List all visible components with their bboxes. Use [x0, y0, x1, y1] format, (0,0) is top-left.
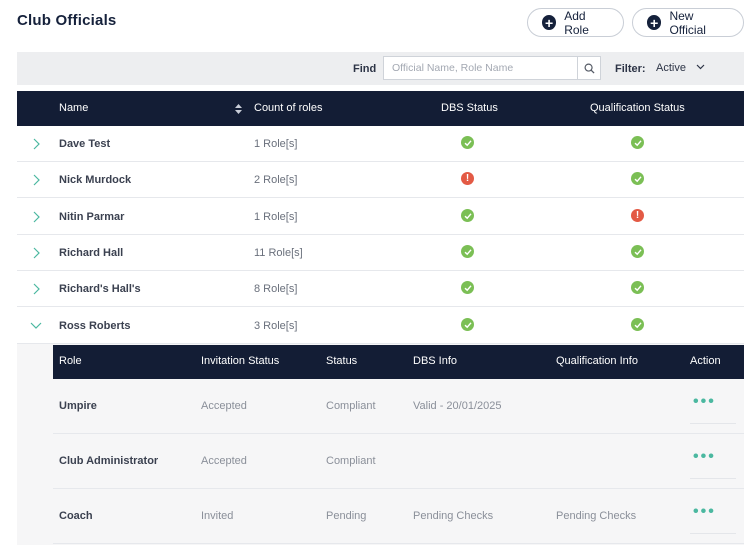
role-name: Umpire [59, 400, 97, 412]
dbs-status: ! [461, 172, 474, 185]
check-circle-icon [461, 281, 474, 294]
role-count: 3 Role[s] [254, 320, 298, 332]
more-actions-icon[interactable]: ••• [693, 393, 716, 410]
role-status: Compliant [326, 455, 376, 467]
official-name[interactable]: Nitin Parmar [59, 211, 125, 223]
qualification-status: ! [631, 209, 644, 222]
check-circle-icon [631, 245, 644, 258]
qualification-status [631, 245, 644, 258]
filter-dropdown[interactable]: Active [656, 62, 705, 74]
role-row: Club Administrator Accepted Compliant ••• [53, 434, 744, 489]
official-name[interactable]: Ross Roberts [59, 320, 131, 332]
dbs-info: Valid - 20/01/2025 [413, 400, 502, 412]
role-status: Pending [326, 510, 367, 522]
column-dbs-info: DBS Info [413, 355, 458, 367]
column-name[interactable]: Name [59, 102, 89, 114]
invitation-status: Accepted [201, 400, 247, 412]
action-divider [690, 478, 736, 479]
role-status: Compliant [326, 400, 376, 412]
column-qualification-info: Qualification Info [556, 355, 638, 367]
check-circle-icon [461, 245, 474, 258]
role-count: 1 Role[s] [254, 138, 298, 150]
search-icon[interactable] [577, 57, 601, 79]
chevron-down-icon[interactable] [29, 319, 43, 333]
table-row[interactable]: Dave Test 1 Role[s] [17, 126, 744, 162]
official-name[interactable]: Nick Murdock [59, 174, 132, 186]
find-label: Find [353, 63, 377, 75]
new-official-button[interactable]: + New Official [632, 8, 744, 37]
alert-circle-icon: ! [631, 209, 644, 222]
column-qualification: Qualification Status [590, 102, 685, 114]
dbs-status [461, 318, 474, 331]
check-circle-icon [631, 172, 644, 185]
official-name[interactable]: Richard Hall [59, 247, 124, 259]
check-circle-icon [631, 318, 644, 331]
check-circle-icon [631, 136, 644, 149]
table-row[interactable]: Nick Murdock 2 Role[s]! [17, 162, 744, 198]
search-input[interactable] [383, 56, 601, 80]
chevron-down-icon [696, 64, 705, 70]
chevron-right-icon[interactable] [29, 246, 43, 260]
officials-table-header: Name Count of roles DBS Status Qualifica… [17, 91, 744, 126]
find-bar: Find Filter: Active [17, 52, 744, 85]
qualification-status [631, 172, 644, 185]
role-row: Umpire Accepted Compliant Valid - 20/01/202… [53, 379, 744, 434]
role-row: Coach Invited Pending Pending Checks Pending… [53, 489, 744, 544]
qualification-info: Pending Checks [556, 510, 637, 522]
check-circle-icon [461, 136, 474, 149]
invitation-status: Accepted [201, 455, 247, 467]
chevron-right-icon[interactable] [29, 210, 43, 224]
more-actions-icon[interactable]: ••• [693, 503, 716, 520]
table-row[interactable]: Richard Hall 11 Role[s] [17, 235, 744, 271]
check-circle-icon [461, 318, 474, 331]
dbs-status [461, 209, 474, 222]
chevron-right-icon[interactable] [29, 173, 43, 187]
table-row[interactable]: Ross Roberts 3 Role[s] [17, 308, 744, 344]
column-count: Count of roles [254, 102, 323, 114]
chevron-right-icon[interactable] [29, 137, 43, 151]
role-name: Coach [59, 510, 93, 522]
plus-circle-icon: + [542, 15, 557, 30]
role-count: 2 Role[s] [254, 174, 298, 186]
dbs-status [461, 245, 474, 258]
role-count: 8 Role[s] [254, 283, 298, 295]
plus-circle-icon: + [647, 15, 662, 30]
action-divider [690, 533, 736, 534]
role-name: Club Administrator [59, 455, 159, 467]
column-dbs: DBS Status [441, 102, 498, 114]
official-name[interactable]: Richard's Hall's [59, 283, 141, 295]
filter-label: Filter: [615, 63, 646, 75]
alert-circle-icon: ! [461, 172, 474, 185]
check-circle-icon [631, 281, 644, 294]
filter-value: Active [656, 62, 686, 74]
action-divider [690, 423, 736, 424]
table-row[interactable]: Richard's Hall's 8 Role[s] [17, 271, 744, 307]
qualification-status [631, 318, 644, 331]
check-circle-icon [461, 209, 474, 222]
role-count: 11 Role[s] [254, 247, 303, 259]
column-role: Role [59, 355, 82, 367]
dbs-status [461, 281, 474, 294]
column-invitation: Invitation Status [201, 355, 280, 367]
dbs-info: Pending Checks [413, 510, 494, 522]
official-name[interactable]: Dave Test [59, 138, 111, 150]
add-role-button[interactable]: + Add Role [527, 8, 624, 37]
role-count: 1 Role[s] [254, 211, 298, 223]
new-official-label: New Official [669, 8, 706, 37]
column-status: Status [326, 355, 358, 367]
chevron-right-icon[interactable] [29, 282, 43, 296]
table-row[interactable]: Nitin Parmar 1 Role[s]! [17, 199, 744, 235]
dbs-status [461, 136, 474, 149]
page-title: Club Officials [17, 12, 117, 29]
column-action: Action [690, 355, 721, 367]
roles-table-header: Role Invitation Status Status DBS Info Q… [53, 345, 744, 379]
qualification-status [631, 281, 644, 294]
more-actions-icon[interactable]: ••• [693, 448, 716, 465]
sort-icon[interactable] [235, 104, 242, 114]
invitation-status: Invited [201, 510, 234, 522]
qualification-status [631, 136, 644, 149]
add-role-label: Add Role [564, 8, 589, 37]
